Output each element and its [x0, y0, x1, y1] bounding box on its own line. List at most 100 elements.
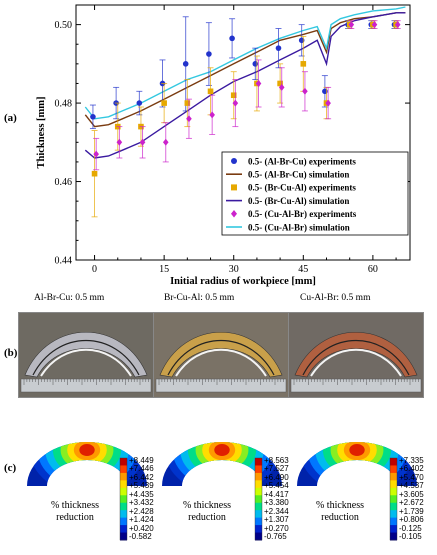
colorbar-tick-label: +1.424: [129, 515, 154, 525]
colorbar-tick-label: +6.442: [129, 472, 154, 482]
legend-box: [221, 151, 409, 236]
photo-label-cu-al-br: Cu-Al-Br: 0.5 mm: [300, 293, 371, 303]
colorbar-segment: [390, 525, 397, 534]
data-point-0-5-cu-al-br-experiments: [348, 21, 355, 29]
panel-label-c: (c): [4, 462, 17, 474]
colorbar-segment: [255, 510, 262, 519]
data-point-0-5-cu-al-br-experiments: [139, 138, 146, 146]
data-point-0-5-cu-al-br-experiments: [186, 115, 192, 123]
data-point-0-5-br-cu-al-experiments: [300, 61, 307, 67]
thickness-chart: 0 15 30 45 60 0.44 0.46 0.48 0.50 Initial radius …: [36, 4, 411, 287]
colorbar-segment: [255, 480, 262, 489]
colorbar-tick-label: -0.582: [129, 532, 152, 541]
legend-entry: 0.5- (Cu-Al-Br) experiments: [248, 209, 357, 219]
contour-plot-cu-al-br: [290, 428, 424, 550]
colorbar-segment: [390, 495, 397, 504]
colorbar-tick-label: +4.417: [264, 489, 289, 499]
colorbar-segment: [390, 487, 397, 496]
colorbar-tick-label: +0.806: [399, 515, 424, 525]
colorbar-tick-label: +2.344: [264, 506, 289, 516]
colorbar-tick-label: +7.335: [399, 456, 424, 465]
colorbar-tick-label: -0.125: [399, 523, 422, 533]
colorbar-tick-label: +3.380: [264, 498, 289, 508]
colorbar-tick-label: +8.563: [264, 456, 289, 465]
colorbar-tick-label: +6.490: [264, 472, 289, 482]
x-tick-label: 45: [298, 264, 308, 275]
data-point-0-5-al-br-cu-experiments: [275, 45, 282, 51]
specimen-edge: [302, 340, 410, 376]
legend-marker: [231, 158, 237, 164]
colorbar-frame: [254, 457, 263, 541]
data-point-0-5-cu-al-br-experiments: [394, 21, 401, 29]
colorbar-tick-label: +0.270: [264, 523, 289, 533]
colorbar-tick-label: +3.605: [399, 489, 424, 499]
series-line-0-5-cu-al-br-simulation: [84, 6, 406, 120]
data-point-0-5-cu-al-br-experiments: [232, 99, 239, 107]
data-point-0-5-cu-al-br-experiments: [255, 79, 262, 87]
photo-label-al-br-cu: Al-Br-Cu: 0.5 mm: [34, 293, 105, 303]
data-point-0-5-cu-al-br-experiments: [371, 21, 378, 29]
colorbar-tick-label: +1.739: [399, 506, 424, 516]
colorbar-segment: [390, 517, 397, 526]
colorbar-tick-label: +3.432: [129, 498, 154, 508]
legend-marker: [231, 184, 237, 191]
data-point-0-5-al-br-cu-experiments: [182, 61, 189, 67]
data-point-0-5-cu-al-br-experiments: [325, 99, 331, 107]
legend-entry: 0.5- (Br-Cu-Al) simulation: [248, 196, 349, 206]
data-point-0-5-al-br-cu-experiments: [136, 100, 143, 106]
data-point-0-5-cu-al-br-experiments: [302, 87, 308, 95]
photo-label-br-cu-al: Br-Cu-Al: 0.5 mm: [164, 293, 235, 303]
data-point-0-5-br-cu-al-experiments: [230, 92, 237, 99]
colorbar-frame: [389, 457, 398, 541]
legend-entry: 0.5- (Al-Br-Cu) experiments: [248, 156, 356, 166]
data-point-0-5-cu-al-br-experiments: [116, 138, 123, 146]
colorbar-title-1: % thickness reduction: [50, 500, 100, 523]
colorbar-segment: [255, 502, 262, 511]
data-point-0-5-al-br-cu-experiments: [206, 51, 212, 57]
colorbar-segment: [255, 495, 262, 504]
series-line-0-5-br-cu-al-simulation: [84, 12, 406, 159]
ruler: [20, 378, 152, 393]
specimen-photo-cu-al-br: [288, 312, 424, 398]
colorbar-segment: [120, 487, 127, 496]
data-point-0-5-br-cu-al-experiments: [184, 100, 191, 106]
colorbar-segment: [390, 458, 397, 466]
y-tick-label: 0.44: [55, 256, 73, 267]
colorbar-segment: [390, 465, 397, 474]
x-axis-label: Initial radius of workpiece [mm]: [170, 276, 316, 287]
colorbar-tick-label: +7.527: [264, 464, 289, 474]
colorbar-segment: [390, 532, 397, 541]
colorbar-segment: [120, 525, 127, 534]
colorbar-tick-label: +5.470: [399, 472, 424, 482]
y-tick-label: 0.50: [55, 20, 73, 31]
x-tick-label: 60: [368, 264, 378, 275]
plot-frame: [75, 4, 411, 261]
colorbar-title-3: % thickness reduction: [315, 500, 365, 523]
colorbar-segment: [120, 495, 127, 504]
legend-entry: 0.5- (Cu-Al-Br) simulation: [248, 222, 350, 232]
colorbar-tick-label: +7.446: [129, 464, 154, 474]
ruler: [290, 378, 422, 393]
specimen-inner-edge: [175, 348, 267, 377]
colorbar-tick-label: +6.402: [399, 464, 424, 474]
legend-entry: 0.5- (Al-Br-Cu) simulation: [248, 170, 349, 180]
specimen-inner-edge: [40, 348, 132, 377]
colorbar-segment: [255, 472, 262, 481]
data-point-0-5-cu-al-br-experiments: [162, 138, 169, 146]
colorbar-segment: [255, 458, 262, 466]
y-axis-label: Thickness [mm]: [36, 96, 47, 168]
specimen-photo-al-br-cu: [18, 312, 154, 398]
colorbar-segment: [390, 472, 397, 481]
colorbar-segment: [120, 502, 127, 511]
contour-plot-br-cu-al: [155, 428, 289, 550]
specimen-photo-silver: [24, 332, 148, 378]
contour-band: [79, 444, 95, 456]
colorbar-tick-label: +2.428: [129, 506, 154, 516]
data-point-0-5-cu-al-br-experiments: [93, 150, 99, 158]
colorbar-title-2: % thickness reduction: [182, 500, 232, 523]
legend-marker: [231, 210, 237, 218]
colorbar-segment: [255, 487, 262, 496]
colorbar-tick-label: +8.449: [129, 456, 154, 465]
colorbar-segment: [255, 465, 262, 474]
y-tick-label: 0.48: [55, 99, 73, 110]
